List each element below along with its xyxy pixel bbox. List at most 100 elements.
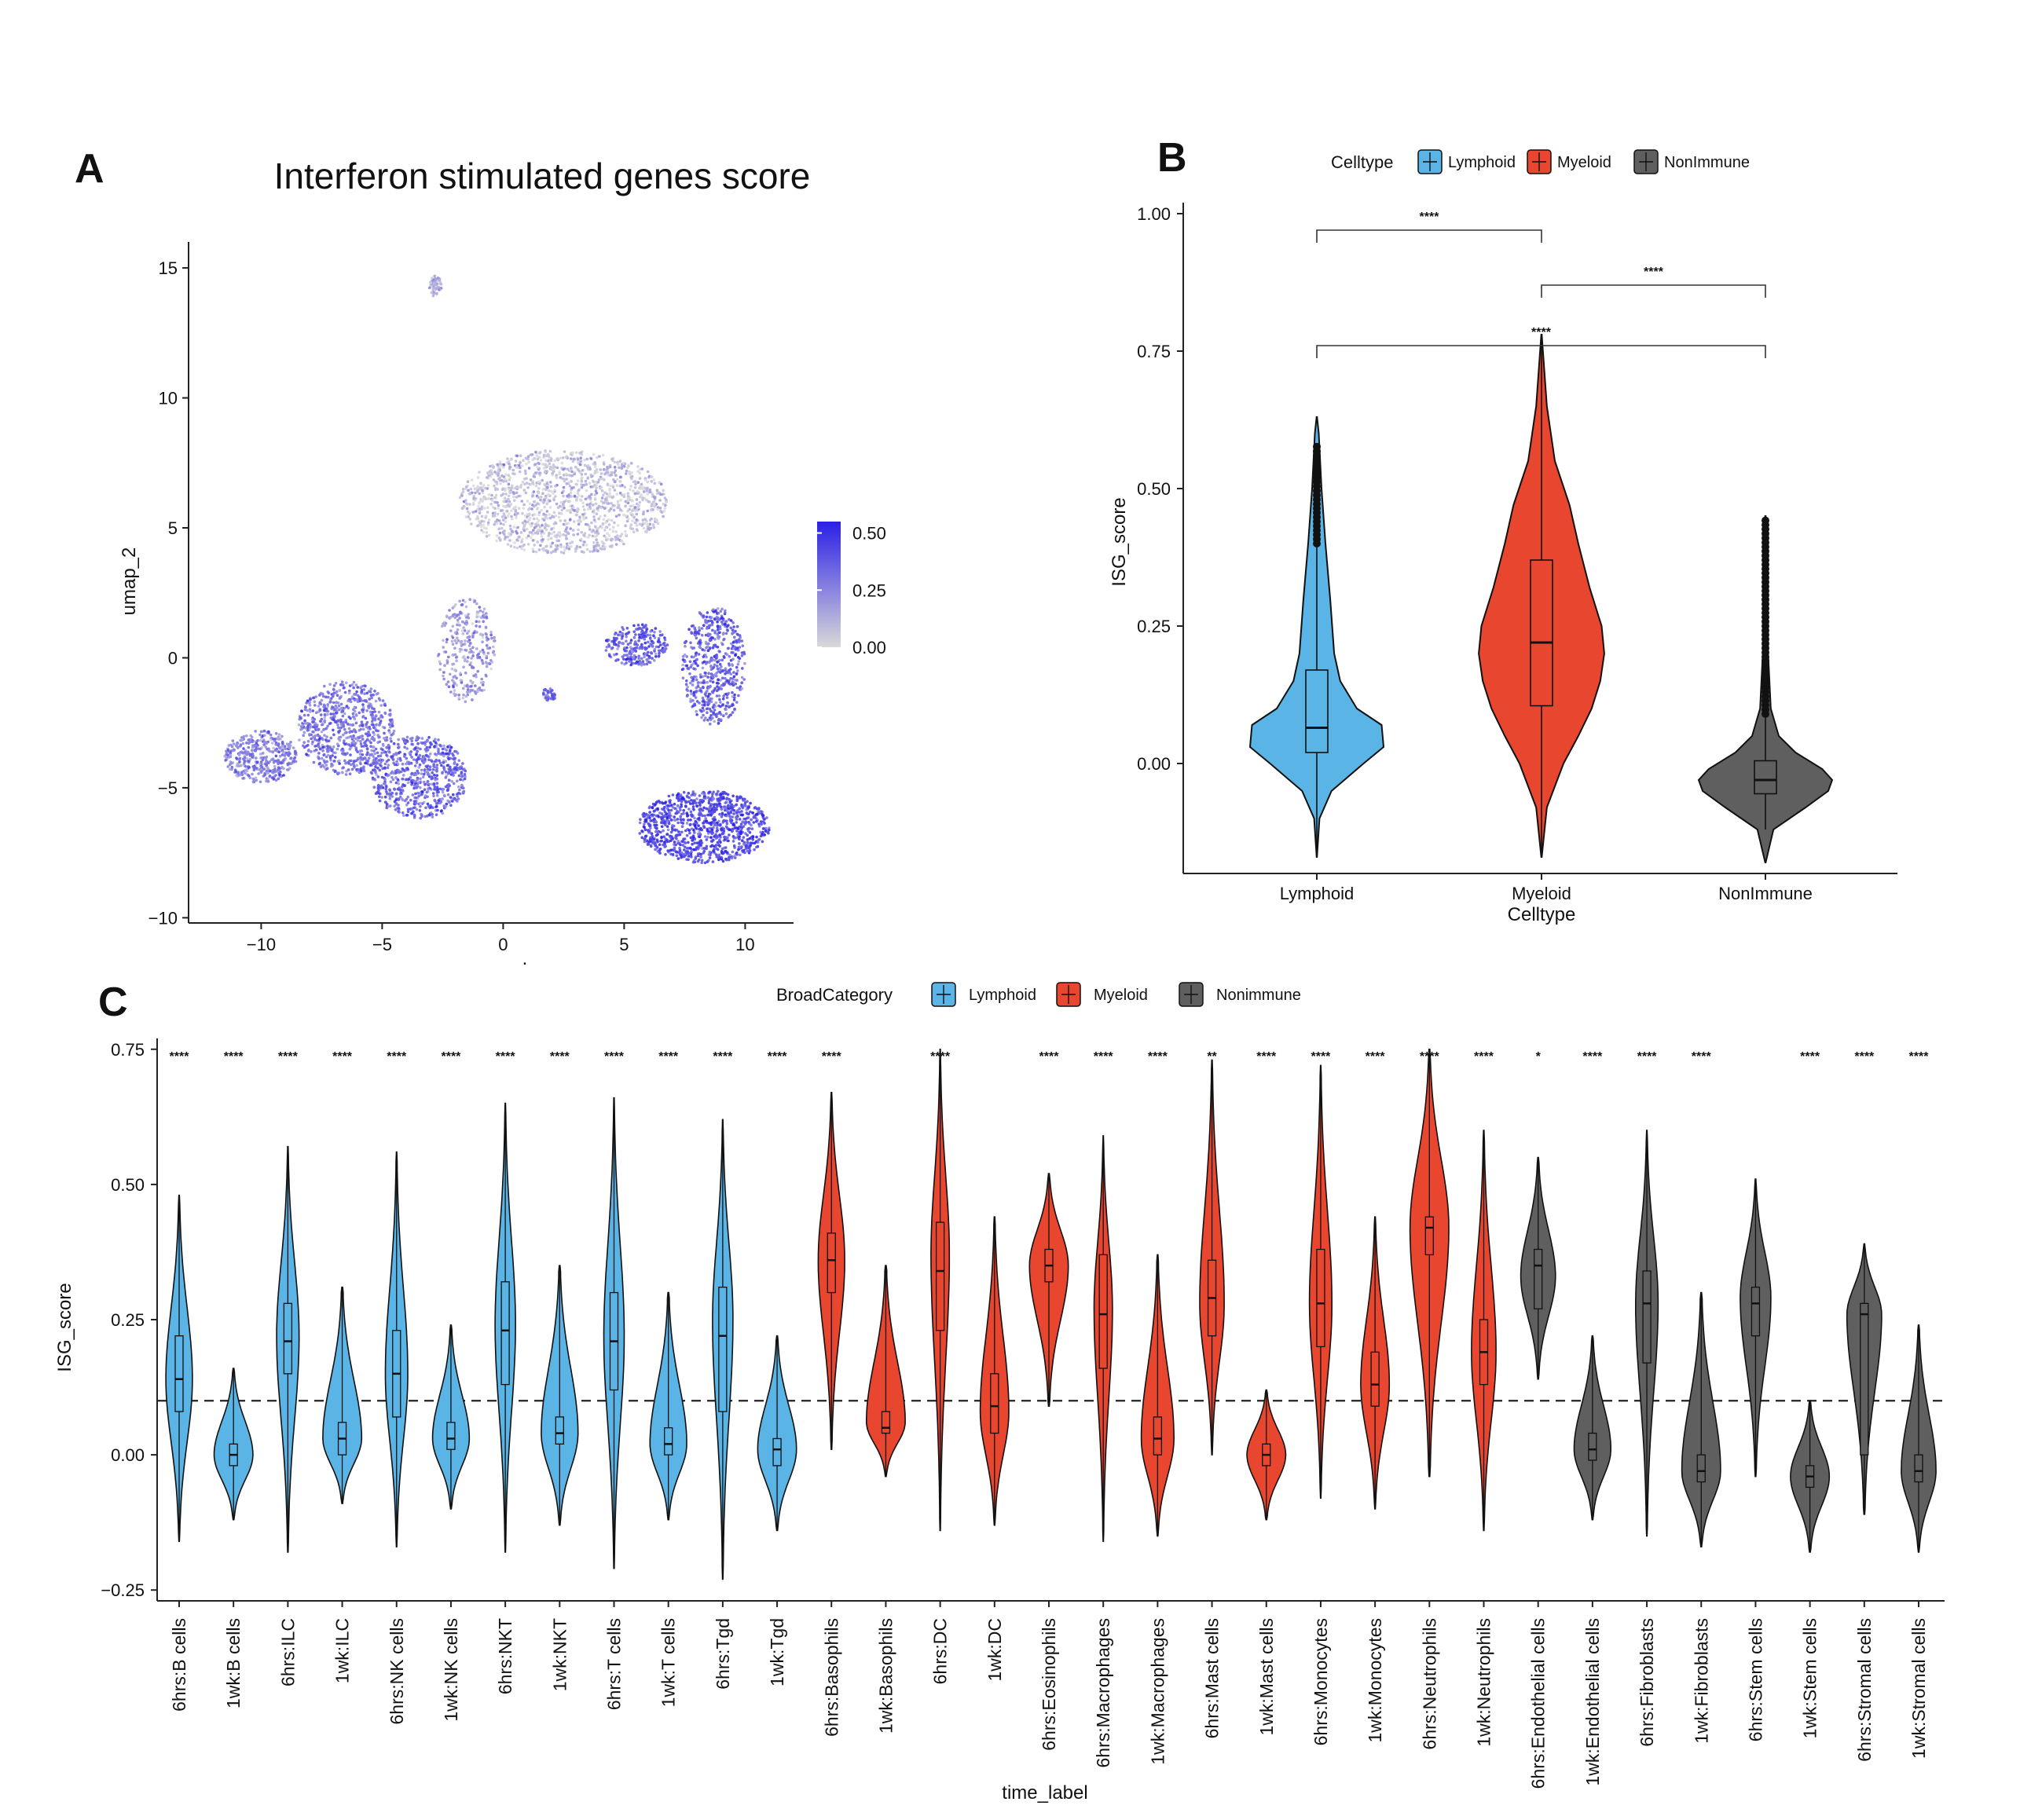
umap-point-c0 — [588, 533, 591, 537]
umap-point-c8 — [742, 825, 746, 828]
umap-point-c0 — [460, 494, 464, 497]
umap-point-c0 — [553, 489, 556, 492]
umap-point-c0 — [636, 465, 640, 468]
umap-point-c7 — [738, 657, 742, 661]
umap-point-c4 — [445, 802, 449, 806]
umap-point-c3 — [357, 756, 360, 760]
umap-point-c2 — [289, 741, 292, 744]
umap-point-c0 — [569, 508, 573, 512]
umap-point-c5 — [471, 650, 475, 654]
umap-point-c0 — [588, 528, 592, 531]
umap-point-c4 — [385, 745, 388, 749]
umap-point-c5 — [485, 644, 489, 647]
umap-point-c0 — [619, 508, 622, 511]
umap-point-c5 — [438, 660, 442, 664]
umap-point-c3 — [354, 746, 358, 749]
umap-point-c0 — [554, 485, 557, 488]
umap-point-c0 — [487, 533, 491, 537]
umap-point-c0 — [635, 498, 639, 501]
umap-point-c3 — [354, 683, 358, 687]
umap-point-c3 — [363, 684, 366, 687]
umap-point-c0 — [468, 518, 471, 521]
umap-point-c0 — [562, 485, 566, 489]
umap-point-c4 — [409, 798, 412, 802]
umap-point-c4 — [453, 762, 456, 766]
umap-point-c4 — [387, 804, 390, 808]
umap-point-c3 — [332, 694, 335, 698]
umap-point-c6 — [654, 652, 658, 656]
umap-point-c0 — [546, 486, 549, 489]
umap-point-c0 — [596, 529, 599, 533]
umap-point-c4 — [416, 749, 419, 753]
umap-point-c3 — [323, 684, 326, 688]
umap-point-c0 — [570, 479, 573, 483]
umap-point-c3 — [350, 730, 354, 734]
umap-point-c3 — [359, 739, 362, 743]
umap-point-c8 — [719, 822, 722, 826]
umap-point-c0 — [504, 479, 508, 483]
umap-point-c3 — [359, 686, 362, 690]
umap-point-c0 — [610, 496, 614, 500]
umap-point-c7 — [691, 662, 695, 665]
umap-point-c5 — [481, 683, 485, 687]
umap-point-c0 — [590, 521, 593, 525]
umap-point-c7 — [685, 694, 689, 698]
umap-point-c3 — [370, 749, 373, 753]
umap-point-c7 — [696, 664, 699, 668]
umap-point-c0 — [513, 545, 516, 549]
umap-point-c3 — [374, 727, 377, 731]
umap-point-c0 — [530, 507, 533, 511]
umap-point-c4 — [389, 780, 393, 784]
umap-point-c0 — [656, 522, 660, 525]
umap-point-c4 — [410, 771, 414, 775]
umap-point-c3 — [305, 701, 308, 705]
umap-point-c0 — [585, 543, 588, 547]
umap-point-c0 — [528, 522, 532, 525]
umap-point-c0 — [566, 494, 569, 498]
umap-point-c7 — [717, 678, 720, 682]
umap-point-c7 — [726, 692, 730, 696]
umap-point-c0 — [520, 464, 524, 467]
umap-point-c2 — [250, 735, 254, 739]
umap-point-c7 — [706, 680, 709, 684]
umap-point-c4 — [381, 767, 384, 771]
umap-point-c3 — [311, 720, 314, 723]
umap-point-c0 — [648, 488, 651, 492]
umap-point-c3 — [343, 731, 347, 734]
umap-point-c0 — [526, 486, 530, 489]
umap-point-c5 — [478, 687, 482, 690]
umap-point-c3 — [350, 763, 353, 767]
umap-point-c0 — [588, 482, 592, 485]
umap-point-c0 — [497, 507, 500, 510]
umap-point-c0 — [534, 484, 538, 488]
umap-point-c5 — [462, 687, 465, 690]
umap-point-c0 — [643, 522, 647, 525]
umap-point-c4 — [393, 763, 397, 767]
umap-point-c6 — [644, 624, 647, 627]
umap-point-c0 — [461, 490, 465, 494]
umap-point-c4 — [464, 775, 467, 778]
umap-point-c2 — [255, 760, 259, 764]
umap-point-c7 — [721, 676, 724, 679]
umap-point-c1 — [435, 291, 438, 295]
umap-point-c4 — [433, 787, 436, 791]
umap-point-c7 — [718, 658, 721, 662]
umap-point-c4 — [388, 750, 391, 754]
umap-point-c0 — [480, 529, 483, 532]
umap-point-c7 — [702, 624, 706, 627]
umap-point-c3 — [346, 736, 350, 739]
umap-point-c2 — [258, 747, 262, 751]
umap-point-c2 — [258, 753, 262, 756]
umap-point-c6 — [662, 648, 665, 651]
umap-point-c8 — [746, 842, 750, 845]
umap-point-c2 — [254, 776, 258, 779]
umap-point-c0 — [558, 471, 561, 474]
umap-point-c4 — [405, 735, 409, 739]
umap-point-c5 — [474, 684, 477, 687]
umap-point-c4 — [432, 782, 436, 785]
umap-point-c7 — [695, 636, 698, 639]
umap-point-c0 — [565, 525, 569, 529]
umap-point-c0 — [521, 521, 525, 525]
umap-point-c6 — [618, 630, 622, 634]
umap-point-c0 — [544, 496, 548, 500]
